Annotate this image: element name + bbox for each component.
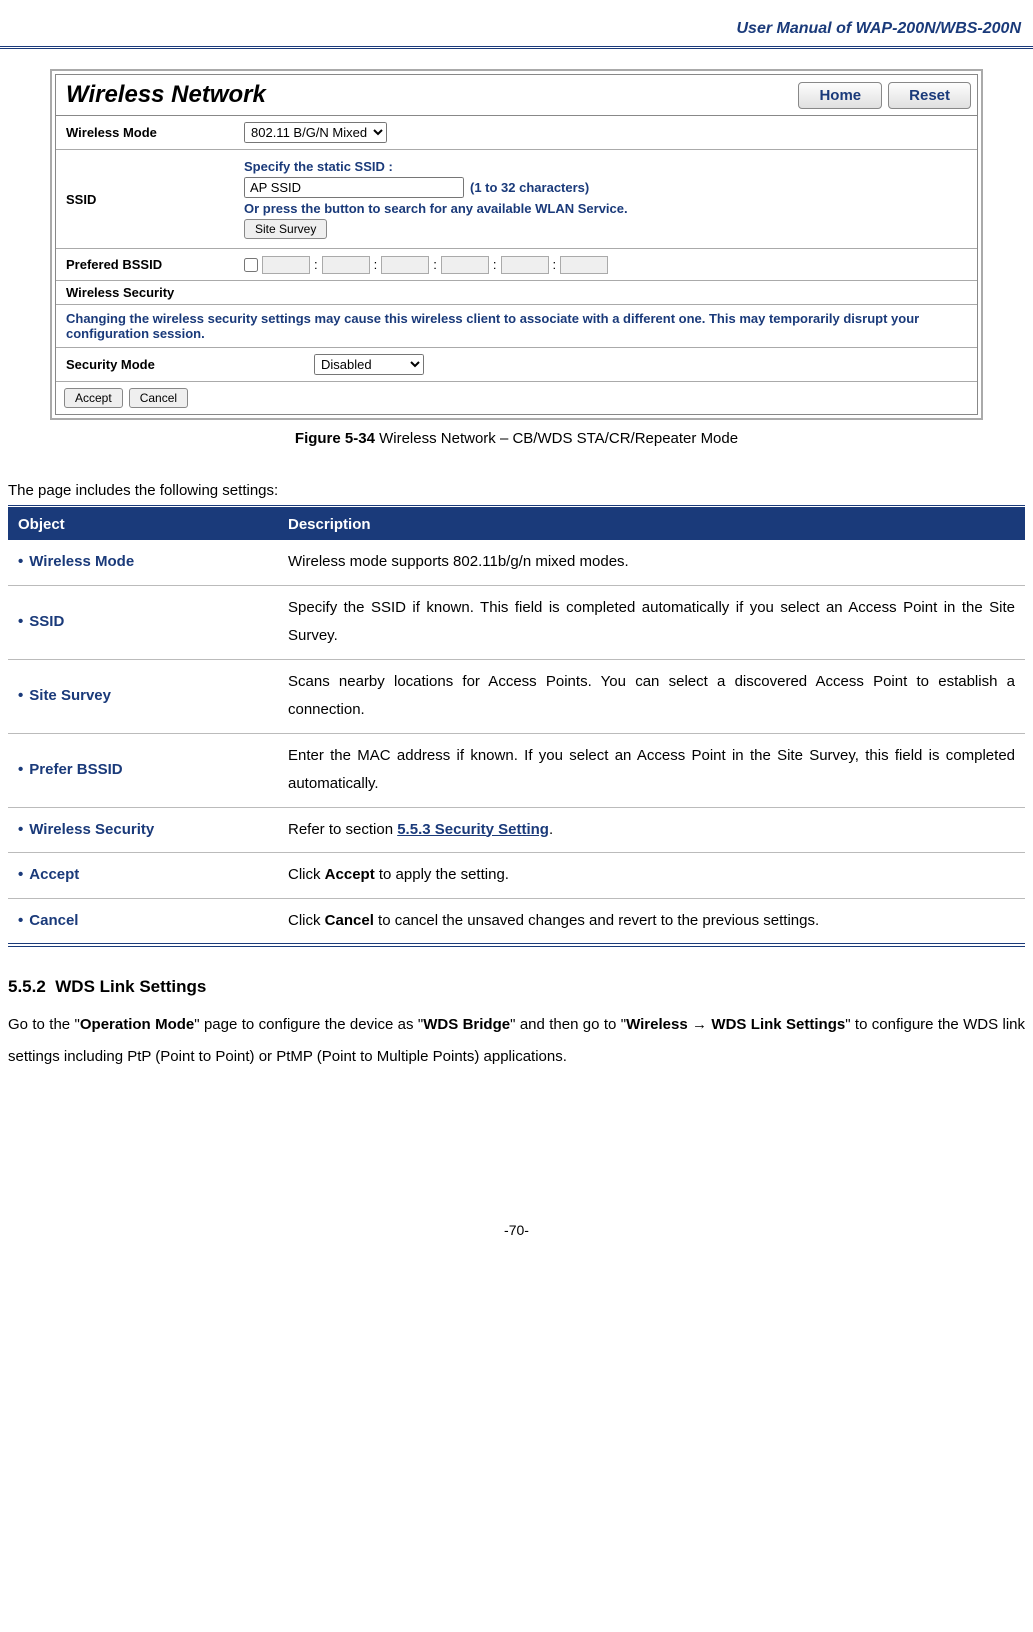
- table-row: •Cancel Click Cancel to cancel the unsav…: [8, 898, 1025, 945]
- security-warning: Changing the wireless security settings …: [56, 305, 977, 348]
- table-row: •Site Survey Scans nearby locations for …: [8, 659, 1025, 733]
- security-mode-label: Security Mode: [56, 348, 306, 381]
- figure-text: Wireless Network – CB/WDS STA/CR/Repeate…: [375, 430, 738, 447]
- figure-caption: Figure 5-34 Wireless Network – CB/WDS ST…: [0, 430, 1033, 447]
- char-hint: (1 to 32 characters): [470, 180, 589, 195]
- table-row: •Accept Click Accept to apply the settin…: [8, 853, 1025, 899]
- doc-title: User Manual of WAP-200N/WBS-200N: [736, 20, 1021, 37]
- col-description: Description: [278, 507, 1025, 540]
- reset-button[interactable]: Reset: [888, 82, 971, 109]
- bssid-octet-5[interactable]: [501, 256, 549, 274]
- ssid-row: SSID Specify the static SSID : (1 to 32 …: [56, 150, 977, 249]
- security-setting-link[interactable]: 5.5.3 Security Setting: [397, 821, 549, 838]
- wireless-mode-select[interactable]: 802.11 B/G/N Mixed: [244, 122, 387, 143]
- wireless-security-header: Wireless Security: [56, 281, 977, 305]
- panel-footer-buttons: Accept Cancel: [56, 382, 977, 414]
- bssid-octet-1[interactable]: [262, 256, 310, 274]
- table-row: •Wireless Security Refer to section 5.5.…: [8, 807, 1025, 853]
- ssid-label: SSID: [56, 150, 236, 248]
- settings-table: Object Description •Wireless Mode Wirele…: [8, 505, 1025, 947]
- section-title: 5.5.2 WDS Link Settings: [8, 977, 1025, 997]
- specify-text: Specify the static SSID :: [244, 159, 393, 174]
- security-mode-select[interactable]: Disabled: [314, 354, 424, 375]
- bssid-octet-2[interactable]: [322, 256, 370, 274]
- col-object: Object: [8, 507, 278, 540]
- wireless-mode-row: Wireless Mode 802.11 B/G/N Mixed: [56, 116, 977, 150]
- cancel-button[interactable]: Cancel: [129, 388, 188, 408]
- accept-button[interactable]: Accept: [64, 388, 123, 408]
- home-button[interactable]: Home: [798, 82, 882, 109]
- prefered-bssid-row: Prefered BSSID : : : : :: [56, 249, 977, 281]
- table-row: •SSID Specify the SSID if known. This fi…: [8, 585, 1025, 659]
- table-row: •Wireless Mode Wireless mode supports 80…: [8, 540, 1025, 585]
- bssid-octet-4[interactable]: [441, 256, 489, 274]
- site-survey-button[interactable]: Site Survey: [244, 219, 327, 239]
- ssid-content: Specify the static SSID : (1 to 32 chara…: [236, 150, 977, 248]
- table-row: •Prefer BSSID Enter the MAC address if k…: [8, 733, 1025, 807]
- wireless-mode-content: 802.11 B/G/N Mixed: [236, 116, 977, 149]
- bssid-octet-3[interactable]: [381, 256, 429, 274]
- panel-title: Wireless Network: [56, 75, 798, 115]
- section-body: Go to the "Operation Mode" page to confi…: [8, 1009, 1025, 1072]
- prefered-bssid-content: : : : : :: [236, 249, 977, 280]
- prefered-bssid-label: Prefered BSSID: [56, 249, 236, 280]
- wireless-mode-label: Wireless Mode: [56, 116, 236, 149]
- wireless-network-panel: Wireless Network Home Reset Wireless Mod…: [55, 74, 978, 415]
- bssid-checkbox[interactable]: [244, 258, 258, 272]
- page-number: -70-: [0, 1222, 1033, 1238]
- intro-text: The page includes the following settings…: [8, 482, 1025, 499]
- bssid-octet-6[interactable]: [560, 256, 608, 274]
- panel-title-row: Wireless Network Home Reset: [56, 75, 977, 116]
- security-mode-row: Security Mode Disabled: [56, 348, 977, 382]
- security-mode-content: Disabled: [306, 348, 977, 381]
- screenshot-container: Wireless Network Home Reset Wireless Mod…: [50, 69, 983, 420]
- page-header: User Manual of WAP-200N/WBS-200N: [0, 20, 1033, 49]
- or-text: Or press the button to search for any av…: [244, 201, 628, 216]
- ssid-input[interactable]: [244, 177, 464, 198]
- figure-label: Figure 5-34: [295, 430, 375, 447]
